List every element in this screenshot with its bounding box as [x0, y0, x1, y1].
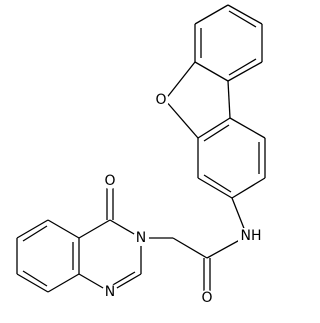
label-bg: [153, 92, 169, 108]
bond: [47, 273, 80, 293]
bond: [203, 124, 230, 142]
bond: [22, 225, 48, 242]
atom-label: N: [105, 284, 115, 300]
bond: [231, 177, 266, 199]
bond: [16, 273, 49, 293]
label-bg: [238, 228, 264, 244]
label-bg: [102, 284, 118, 300]
label-bg: [133, 230, 149, 246]
atom-label: NH: [241, 228, 262, 244]
bond: [16, 219, 49, 239]
atom-label: O: [155, 92, 166, 108]
bond: [228, 10, 257, 28]
bond: [197, 177, 233, 199]
bond: [110, 271, 136, 287]
bond: [197, 117, 231, 139]
bond: [164, 61, 196, 101]
atom-labels: O NH O N O N: [102, 92, 264, 306]
bond: [194, 61, 229, 82]
bonds: [16, 4, 266, 297]
bond: [227, 80, 231, 119]
atom-label: O: [201, 290, 212, 306]
bond: [22, 270, 48, 287]
bond: [172, 237, 208, 259]
atom-label: O: [104, 173, 115, 189]
label-bg: [199, 290, 215, 306]
atom-label: N: [136, 230, 146, 246]
bond: [47, 219, 80, 239]
molecule-diagram: O NH O N O N: [16, 4, 266, 306]
bond: [228, 58, 257, 76]
bond: [229, 117, 266, 139]
label-bg: [102, 173, 118, 189]
bond: [227, 4, 263, 25]
bond: [78, 219, 111, 239]
bond: [164, 99, 199, 139]
bond: [227, 61, 263, 82]
bond: [194, 4, 229, 25]
bond: [203, 174, 232, 193]
